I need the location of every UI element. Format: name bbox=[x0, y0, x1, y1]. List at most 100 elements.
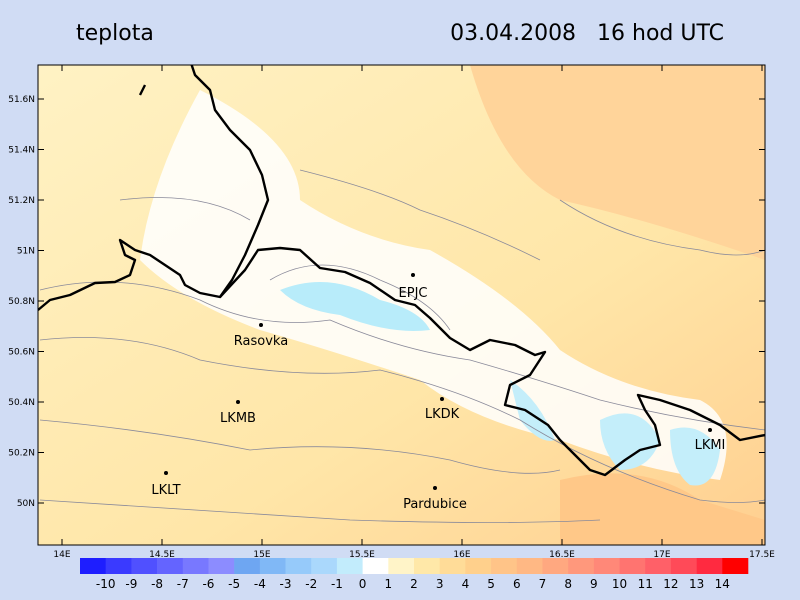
station-label: LKMI bbox=[695, 438, 726, 453]
axes: 51.6N 51.4N 51.2N 51N 50.8N 50.6N 50.4N 50.2N 50… bbox=[8, 65, 775, 560]
lon-label: 15.5E bbox=[349, 550, 375, 560]
lat-label: 51.4N bbox=[8, 146, 35, 156]
lat-label: 50.2N bbox=[8, 449, 35, 459]
station-dot bbox=[411, 273, 415, 277]
colorbar-swatch bbox=[670, 558, 697, 574]
colorbar-label: 8 bbox=[564, 577, 572, 591]
colorbar-label: 3 bbox=[436, 577, 444, 591]
colorbar-label: 13 bbox=[689, 577, 704, 591]
colorbar-label: 4 bbox=[462, 577, 470, 591]
colorbar-swatch bbox=[157, 558, 184, 574]
colorbar-label: -5 bbox=[228, 577, 240, 591]
colorbar-swatch bbox=[105, 558, 132, 574]
colorbar-label: 11 bbox=[638, 577, 653, 591]
station-label: LKLT bbox=[151, 483, 180, 498]
colorbar-label: 6 bbox=[513, 577, 521, 591]
colorbar-swatch bbox=[311, 558, 338, 574]
colorbar-swatch bbox=[131, 558, 158, 574]
colorbar-label: -10 bbox=[96, 577, 116, 591]
colorbar-swatch bbox=[593, 558, 620, 574]
lon-label: 16.5E bbox=[549, 550, 575, 560]
map-frame bbox=[37, 64, 766, 546]
colorbar-label: -7 bbox=[177, 577, 189, 591]
station-label: LKDK bbox=[425, 407, 460, 422]
colorbar-swatch bbox=[80, 558, 106, 574]
warm-region bbox=[560, 473, 765, 545]
colorbar-swatch bbox=[516, 558, 543, 574]
colorbar-swatch bbox=[568, 558, 595, 574]
lon-label: 15E bbox=[253, 550, 270, 560]
colorbar-label: -3 bbox=[280, 577, 292, 591]
colorbar-swatch bbox=[465, 558, 492, 574]
isolines bbox=[39, 169, 765, 523]
borders bbox=[38, 65, 765, 477]
colorbar-swatch bbox=[362, 558, 389, 574]
lat-label: 50.4N bbox=[8, 398, 35, 408]
colorbar-label: -8 bbox=[151, 577, 163, 591]
colorbar-swatch bbox=[439, 558, 466, 574]
lat-label: 51.6N bbox=[8, 95, 35, 105]
colorbar-label: -9 bbox=[125, 577, 137, 591]
colorbar-swatch bbox=[696, 558, 723, 574]
station-dot bbox=[708, 428, 712, 432]
frost-patch bbox=[510, 380, 555, 441]
lon-label: 17E bbox=[653, 550, 670, 560]
station-dot bbox=[433, 486, 437, 490]
colorbar-swatch bbox=[619, 558, 646, 574]
colorbar-swatch bbox=[336, 558, 363, 574]
lat-label: 51N bbox=[17, 247, 35, 257]
colorbar-label: 5 bbox=[487, 577, 495, 591]
colorbar-swatch bbox=[208, 558, 235, 574]
warm-region bbox=[470, 65, 765, 260]
colorbar-swatch bbox=[259, 558, 286, 574]
title: teplota bbox=[76, 21, 154, 46]
colorbar-label: -4 bbox=[254, 577, 266, 591]
colorbar-label: 7 bbox=[539, 577, 547, 591]
station-label: EPJC bbox=[399, 286, 428, 301]
colorbar-label: 10 bbox=[612, 577, 627, 591]
colorbar-swatch bbox=[645, 558, 672, 574]
station-dot bbox=[259, 323, 263, 327]
colorbar-swatch bbox=[182, 558, 209, 574]
colorbar-label: -6 bbox=[202, 577, 214, 591]
stations: EPJC Rasovka LKMB LKDK LKLT Pardubice LKMI bbox=[151, 273, 725, 512]
station-dot bbox=[440, 397, 444, 401]
lat-label: 50.8N bbox=[8, 297, 35, 307]
station-dot bbox=[236, 400, 240, 404]
colorbar-label: -1 bbox=[331, 577, 343, 591]
colorbar-swatch bbox=[542, 558, 569, 574]
lat-label: 50.6N bbox=[8, 348, 35, 358]
colorbar-label: -2 bbox=[305, 577, 317, 591]
colorbar-label: 12 bbox=[663, 577, 678, 591]
colorbar-label: 0 bbox=[359, 577, 367, 591]
date: 03.04.2008 16 hod UTC bbox=[450, 21, 724, 46]
lon-label: 14E bbox=[53, 550, 70, 560]
colorbar-swatch bbox=[285, 558, 312, 574]
temperature-field bbox=[38, 65, 765, 545]
frost-patch bbox=[600, 413, 660, 470]
colorbar-swatch bbox=[234, 558, 261, 574]
colorbar-label: 1 bbox=[384, 577, 392, 591]
colorbar-label: 2 bbox=[410, 577, 418, 591]
station-label: Pardubice bbox=[403, 497, 467, 512]
station-label: LKMB bbox=[220, 411, 256, 426]
colorbar-swatch bbox=[388, 558, 415, 574]
cold-region bbox=[140, 90, 727, 480]
frost-patch bbox=[280, 282, 430, 331]
station-dot bbox=[164, 471, 168, 475]
colorbar-label: 14 bbox=[715, 577, 730, 591]
colorbar-swatch bbox=[414, 558, 440, 574]
lon-label: 17.5E bbox=[749, 550, 775, 560]
lat-label: 51.2N bbox=[8, 196, 35, 206]
lon-label: 14.5E bbox=[149, 550, 175, 560]
lat-label: 50N bbox=[17, 499, 35, 509]
frost-patch bbox=[670, 427, 720, 486]
colorbar-swatch bbox=[722, 558, 749, 574]
colorbar-swatch bbox=[491, 558, 518, 574]
lon-label: 16E bbox=[453, 550, 470, 560]
colorbar-label: 9 bbox=[590, 577, 598, 591]
colorbar: -10 -9 -8 -7 -6 -5 -4 -3 -2 -1 0 1 2 3 4 5 6 7 8 9 10 11 12 13 1… bbox=[80, 558, 749, 591]
station-label: Rasovka bbox=[234, 334, 288, 349]
